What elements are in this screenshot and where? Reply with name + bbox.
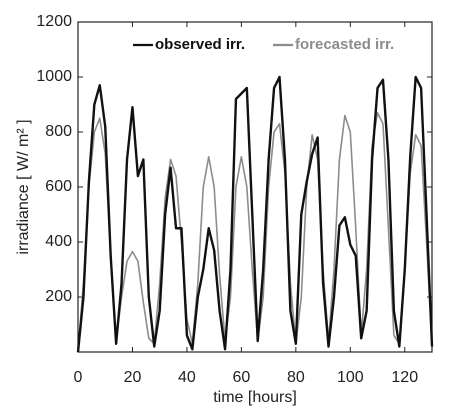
x-tick-label: 40 (178, 369, 196, 386)
y-tick-label: 1000 (36, 68, 72, 85)
x-tick-label: 60 (232, 369, 250, 386)
x-tick-label: 120 (391, 369, 418, 386)
legend-label: forecasted irr. (295, 36, 394, 53)
series-line (77, 111, 433, 353)
x-tick-label: 0 (74, 369, 83, 386)
legend-label: observed irr. (155, 36, 245, 53)
y-tick-label: 600 (45, 178, 72, 195)
series-line (76, 75, 434, 353)
x-tick-label: 20 (124, 369, 142, 386)
y-tick-label: 800 (45, 123, 72, 140)
x-tick-label: 100 (337, 369, 364, 386)
y-tick-label: 200 (45, 288, 72, 305)
y-tick-label: 400 (45, 233, 72, 250)
y-axis-label: irradiance [ W/ m² ] (15, 119, 32, 254)
x-axis-label: time [hours] (213, 389, 297, 406)
y-tick-label: 1200 (36, 13, 72, 30)
x-tick-label: 80 (287, 369, 305, 386)
